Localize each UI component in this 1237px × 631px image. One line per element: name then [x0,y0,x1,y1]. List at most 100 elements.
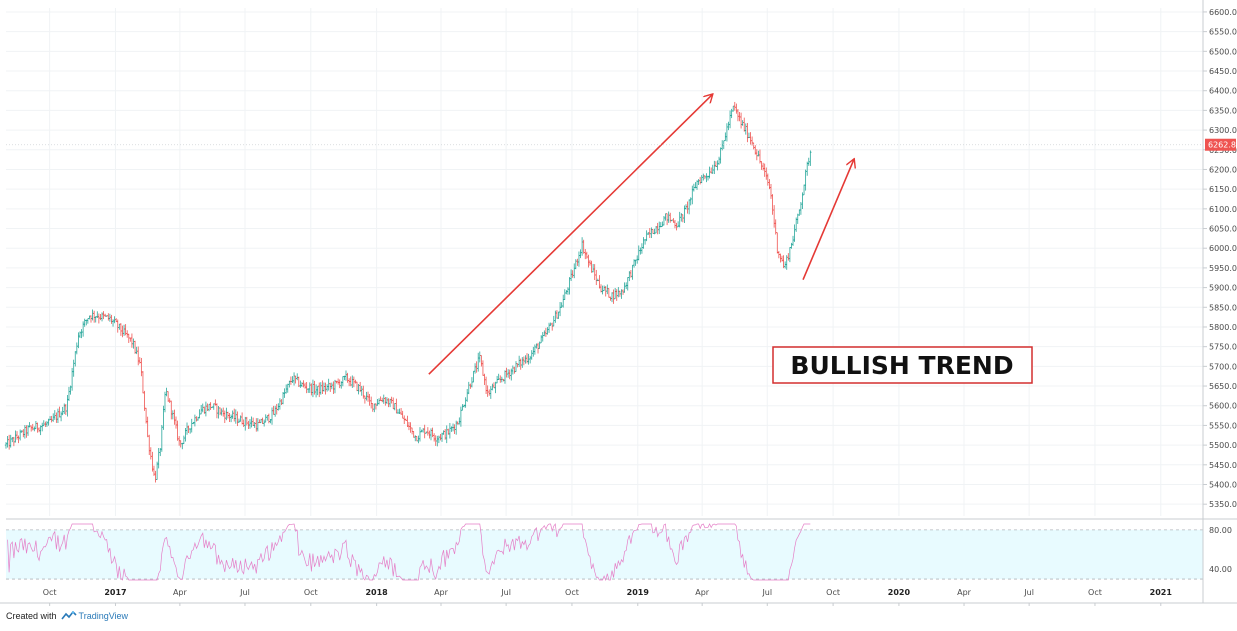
price-bar [74,351,77,367]
price-tick-label: 5350.0 [1209,500,1237,509]
price-bar [31,423,34,431]
rsi-line [7,523,811,582]
price-bar [530,350,533,360]
price-bar [18,429,22,441]
price-bar [305,382,308,394]
price-bar [362,385,365,399]
price-bar [793,224,796,242]
price-bar [255,418,258,432]
price-bar [97,313,101,324]
price-bar [59,411,63,422]
price-bar [157,447,160,469]
price-bar [316,385,319,396]
price-bar [363,395,367,404]
time-axis[interactable]: Oct 2017 Apr Jul Oct 2018 Apr Jul Oct 2019 Apr Jul O… [43,588,1173,606]
price-bar [399,407,403,415]
last-price-text: 6262.8 [1208,141,1236,150]
price-bar [99,314,102,321]
price-bar [294,375,297,384]
price-bar [379,396,382,401]
price-bar [61,406,64,416]
price-bar [477,352,480,372]
price-bar [473,363,477,374]
price-bar [615,289,618,301]
price-bar [141,371,145,394]
price-bar [568,277,571,295]
price-bar [752,142,755,150]
price-bar [393,403,396,411]
price-bar [486,385,489,397]
price-bar [519,358,522,370]
price-bar [417,435,420,444]
price-bar [267,413,271,424]
price-bar [517,355,521,368]
price-bar [201,403,204,413]
price-bar [299,380,302,388]
price-tick-label: 6500.0 [1209,47,1237,56]
price-bar [760,161,763,170]
price-tick-label: 5400.0 [1209,480,1237,489]
price-bar [669,212,672,223]
time-tick-label: Jul [239,588,250,597]
price-bar [727,121,730,131]
price-bar [445,425,448,444]
price-bar [709,167,713,174]
price-bar [338,379,341,389]
price-bar [645,230,648,242]
price-bar [610,292,614,303]
price-tick-label: 5600.0 [1209,402,1237,411]
price-bar [58,406,61,418]
price-bar [244,416,247,431]
price-bar [333,379,337,394]
bullish-trend-label: BULLISH TREND [772,346,1033,384]
price-bar [75,342,79,355]
price-bar [327,378,330,391]
price-bar [28,422,31,428]
price-bar [488,389,491,396]
price-bar [236,411,239,427]
time-tick-label: Oct [43,588,57,597]
price-bar [311,379,315,398]
rsi-band [6,529,1203,580]
price-bar [613,287,617,300]
price-bars [4,101,812,483]
price-bar [234,409,238,424]
price-bar [272,405,275,415]
price-bar [127,333,130,343]
rsi-axis: 80.00 40.00 [1209,526,1232,574]
price-bar [371,403,374,412]
price-bar [56,408,60,424]
price-bar [716,160,719,171]
price-bar [94,316,97,323]
price-bar [643,239,647,245]
price-bar [86,318,90,324]
tradingview-link[interactable]: TradingView [60,611,128,621]
price-bar [437,435,441,444]
price-bar [273,405,277,417]
price-bar [774,219,777,235]
price-tick-label: 6050.0 [1209,225,1237,234]
price-tick-label: 5500.0 [1209,441,1237,450]
price-bar [23,425,27,439]
price-bar [809,150,812,166]
price-bar [14,430,17,443]
price-bar [499,375,502,383]
price-bar [151,451,154,472]
price-tick-label: 6300.0 [1209,126,1237,135]
price-bar [697,179,700,185]
price-bar [483,373,486,385]
price-bar [582,239,585,254]
price-tick-label: 6400.0 [1209,87,1237,96]
price-bar [481,360,485,376]
time-tick-label: Jul [761,588,772,597]
price-bar [450,426,453,432]
price-bar [256,418,260,432]
price-bar [344,370,348,381]
price-bar [782,255,785,269]
price-bar [17,435,20,444]
price-bar [377,398,381,405]
price-bar [541,332,544,342]
price-axis[interactable]: 6600.0 6550.0 6500.0 6450.0 6400.0 6350.0 6300… [1203,8,1237,509]
price-bar [289,376,293,385]
price-bar [744,123,748,135]
